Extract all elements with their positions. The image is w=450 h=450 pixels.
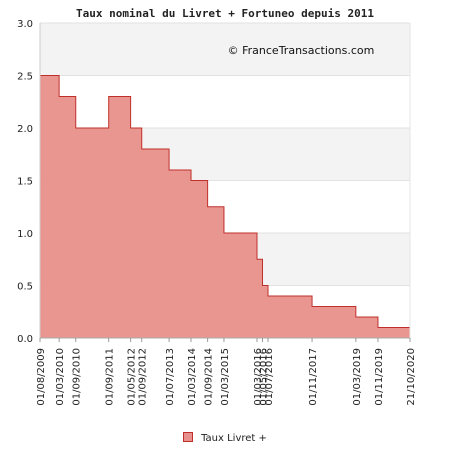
x-tick-label: 01/11/2019 <box>374 348 385 406</box>
x-tick-label: 01/07/2016 <box>264 348 275 406</box>
y-tick-label: 0.0 <box>17 334 33 345</box>
x-tick-label: 01/05/2016 <box>259 348 270 406</box>
chart-title: Taux nominal du Livret + Fortuneo depuis… <box>76 7 374 20</box>
x-tick-label: 01/09/2012 <box>138 348 149 406</box>
y-tick-label: 3.0 <box>17 19 33 30</box>
legend: Taux Livret + <box>0 432 450 444</box>
grid-band <box>40 75 410 128</box>
legend-label: Taux Livret + <box>201 433 267 444</box>
y-tick-label: 1.0 <box>17 229 33 240</box>
x-tick-label: 01/11/2017 <box>308 348 319 406</box>
x-tick-label: 01/05/2012 <box>127 348 138 406</box>
y-tick-label: 2.0 <box>17 124 33 135</box>
x-tick-label: 01/09/2010 <box>72 348 83 406</box>
x-tick-label: 01/09/2011 <box>105 348 116 406</box>
x-tick-label: 01/03/2019 <box>352 348 363 406</box>
x-tick-label: 01/07/2013 <box>165 348 176 406</box>
x-tick-label: 01/03/2010 <box>55 348 66 406</box>
x-tick-label: 01/03/2016 <box>253 348 264 406</box>
rate-area <box>39 75 411 339</box>
watermark-text: © FranceTransactions.com <box>228 44 375 57</box>
grid-band <box>40 23 410 76</box>
x-tick-label: 01/03/2015 <box>220 348 231 406</box>
x-tick-label: 01/03/2014 <box>187 348 198 406</box>
y-tick-label: 0.5 <box>17 282 33 293</box>
x-tick-label: 01/08/2009 <box>36 348 47 406</box>
x-tick-label: 21/10/2020 <box>406 348 417 406</box>
y-tick-label: 1.5 <box>17 177 33 188</box>
x-tick-label: 01/09/2014 <box>204 348 215 406</box>
legend-swatch <box>183 432 194 442</box>
y-tick-label: 2.5 <box>17 72 33 83</box>
